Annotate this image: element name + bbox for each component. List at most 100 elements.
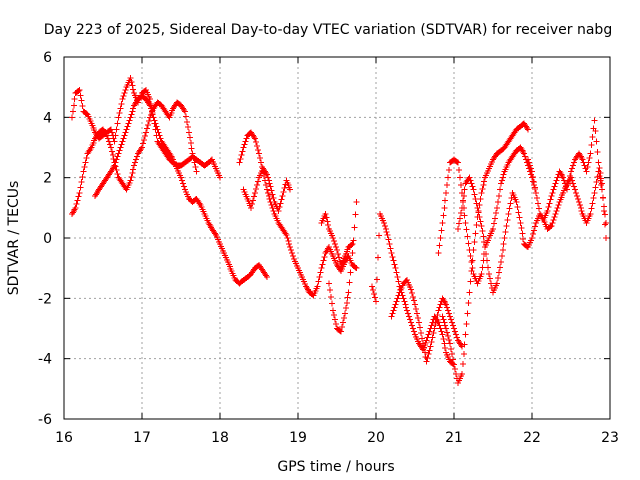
data-point <box>343 305 349 311</box>
data-point <box>255 178 261 185</box>
data-point <box>477 218 484 225</box>
data-point <box>528 165 534 172</box>
data-point <box>461 212 468 219</box>
data-point <box>514 204 521 210</box>
data-point <box>573 190 579 196</box>
data-point <box>590 195 597 201</box>
data-point <box>452 328 458 335</box>
data-point <box>428 322 435 329</box>
data-point <box>443 301 449 308</box>
data-point <box>458 210 464 216</box>
data-point <box>183 113 189 120</box>
data-point <box>438 328 445 335</box>
data-point <box>438 227 445 234</box>
data-point <box>315 278 322 285</box>
data-point <box>77 184 84 191</box>
data-point <box>120 93 127 99</box>
data-point <box>347 269 354 276</box>
data-point <box>389 310 396 317</box>
data-point <box>497 264 503 271</box>
data-point <box>519 230 526 237</box>
chart-title: Day 223 of 2025, Sidereal Day-to-day VTE… <box>44 22 612 38</box>
data-point <box>252 190 258 196</box>
data-point <box>452 366 458 372</box>
data-point <box>465 300 472 306</box>
data-point <box>236 159 243 166</box>
data-point <box>178 174 184 181</box>
data-point <box>602 211 608 218</box>
data-point <box>461 351 467 357</box>
data-point <box>116 147 123 154</box>
data-point <box>182 108 188 115</box>
data-point <box>270 195 277 201</box>
data-point <box>320 257 327 264</box>
data-point <box>554 174 561 181</box>
data-point <box>602 221 608 228</box>
data-point <box>554 205 561 211</box>
data-point <box>471 191 478 198</box>
data-point <box>435 250 442 256</box>
data-point <box>105 135 111 142</box>
data-point <box>544 208 551 214</box>
data-point <box>525 156 531 163</box>
data-point <box>552 211 559 217</box>
data-point <box>496 269 502 276</box>
data-point <box>406 313 412 320</box>
data-point <box>495 199 501 205</box>
data-point <box>442 322 448 329</box>
data-point <box>128 79 135 85</box>
data-point <box>353 199 360 205</box>
data-point <box>403 304 409 311</box>
data-point <box>345 289 352 296</box>
data-point <box>521 150 527 157</box>
data-point <box>501 235 508 241</box>
data-point <box>500 247 506 253</box>
data-point <box>502 229 509 235</box>
data-point <box>549 220 556 226</box>
data-point <box>286 241 292 247</box>
data-point <box>517 220 524 226</box>
data-point <box>264 274 270 280</box>
data-point <box>127 75 134 81</box>
data-point <box>587 150 594 157</box>
data-point <box>217 174 223 181</box>
data-point <box>338 328 344 335</box>
series-sat-f <box>326 199 360 335</box>
data-point <box>440 336 447 342</box>
data-point <box>151 117 158 124</box>
data-point <box>128 174 135 180</box>
series-sat-d <box>236 129 360 299</box>
data-point <box>494 280 500 287</box>
data-point <box>70 108 76 115</box>
data-point <box>425 331 432 338</box>
data-point <box>478 223 485 229</box>
y-tick-label: 0 <box>43 231 52 247</box>
data-point <box>323 214 330 221</box>
data-point <box>121 132 128 139</box>
data-point <box>553 208 560 214</box>
data-point <box>80 168 87 175</box>
plot-frame <box>63 56 611 420</box>
data-point <box>507 200 514 207</box>
data-point <box>108 144 114 151</box>
data-point <box>577 202 583 208</box>
data-point <box>147 102 153 109</box>
data-point <box>468 259 475 265</box>
data-point <box>459 205 465 211</box>
data-point <box>415 315 421 321</box>
data-point <box>413 306 419 312</box>
data-point <box>113 156 120 163</box>
data-point <box>467 177 474 184</box>
data-point <box>327 287 333 293</box>
data-point <box>381 220 387 226</box>
data-point <box>156 132 163 139</box>
data-point <box>418 330 424 336</box>
data-point <box>550 186 557 193</box>
data-point <box>79 174 86 180</box>
data-point <box>579 156 586 163</box>
data-point <box>587 211 594 217</box>
data-point <box>349 250 356 256</box>
data-point <box>570 180 576 187</box>
x-axis-label: GPS time / hours <box>277 459 394 475</box>
data-point <box>429 334 436 341</box>
